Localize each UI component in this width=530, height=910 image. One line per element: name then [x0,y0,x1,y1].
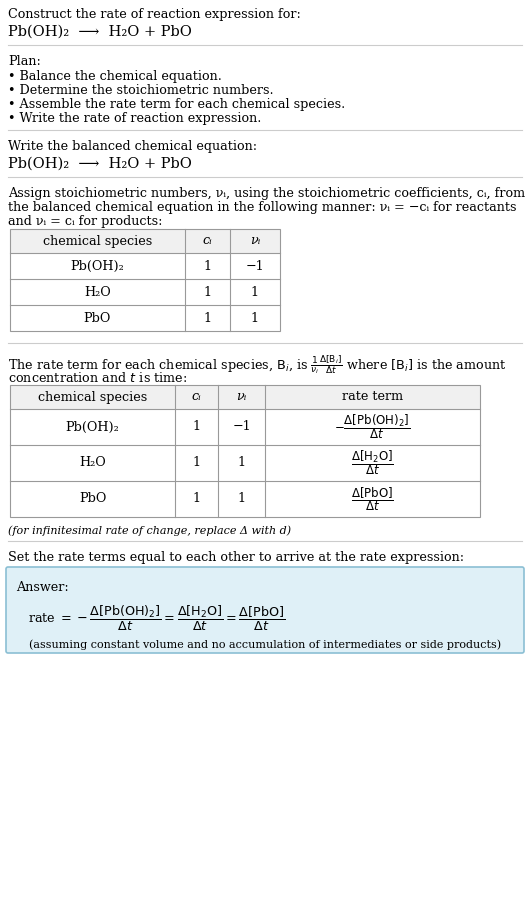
Text: 1: 1 [192,420,200,433]
Text: Pb(OH)₂: Pb(OH)₂ [70,259,125,272]
Text: −1: −1 [246,259,264,272]
Text: concentration and $t$ is time:: concentration and $t$ is time: [8,371,188,385]
Text: Plan:: Plan: [8,55,41,68]
Text: the balanced chemical equation in the following manner: νᵢ = −cᵢ for reactants: the balanced chemical equation in the fo… [8,201,517,214]
Text: νᵢ: νᵢ [236,390,246,403]
Text: Pb(OH)₂  ⟶  H₂O + PbO: Pb(OH)₂ ⟶ H₂O + PbO [8,157,192,171]
Text: Write the balanced chemical equation:: Write the balanced chemical equation: [8,140,257,153]
Text: 1: 1 [192,492,200,505]
Text: rate $= -\dfrac{\Delta[\mathrm{Pb(OH)_2}]}{\Delta t} = \dfrac{\Delta[\mathrm{H_2: rate $= -\dfrac{\Delta[\mathrm{Pb(OH)_2}… [28,604,285,633]
Text: 1: 1 [237,492,245,505]
Text: cᵢ: cᵢ [192,390,201,403]
Text: H₂O: H₂O [79,457,106,470]
Text: and νᵢ = cᵢ for products:: and νᵢ = cᵢ for products: [8,215,163,228]
Text: Construct the rate of reaction expression for:: Construct the rate of reaction expressio… [8,8,301,21]
Text: rate term: rate term [342,390,403,403]
Text: chemical species: chemical species [38,390,147,403]
Text: chemical species: chemical species [43,235,152,248]
Text: cᵢ: cᵢ [202,235,213,248]
Text: (for infinitesimal rate of change, replace Δ with d): (for infinitesimal rate of change, repla… [8,525,291,536]
Text: $\dfrac{\Delta[\mathrm{PbO}]}{\Delta t}$: $\dfrac{\Delta[\mathrm{PbO}]}{\Delta t}$ [351,485,394,513]
Text: PbO: PbO [84,311,111,325]
Bar [10,385,480,517]
Text: Answer:: Answer: [16,581,69,594]
Bar [10,229,280,331]
Bar [10,385,480,409]
Text: $-\dfrac{\Delta[\mathrm{Pb(OH)_2}]}{\Delta t}$: $-\dfrac{\Delta[\mathrm{Pb(OH)_2}]}{\Del… [334,412,411,441]
Text: −1: −1 [232,420,251,433]
Text: Pb(OH)₂  ⟶  H₂O + PbO: Pb(OH)₂ ⟶ H₂O + PbO [8,25,192,39]
Text: $\dfrac{\Delta[\mathrm{H_2O}]}{\Delta t}$: $\dfrac{\Delta[\mathrm{H_2O}]}{\Delta t}… [351,449,394,478]
Text: PbO: PbO [79,492,106,505]
Text: 1: 1 [204,311,211,325]
FancyBboxPatch shape [6,567,524,653]
Text: • Write the rate of reaction expression.: • Write the rate of reaction expression. [8,112,261,125]
Text: 1: 1 [251,311,259,325]
Text: 1: 1 [204,286,211,298]
Text: • Determine the stoichiometric numbers.: • Determine the stoichiometric numbers. [8,84,273,97]
Text: Pb(OH)₂: Pb(OH)₂ [66,420,119,433]
Text: (assuming constant volume and no accumulation of intermediates or side products): (assuming constant volume and no accumul… [29,639,501,650]
Text: Assign stoichiometric numbers, νᵢ, using the stoichiometric coefficients, cᵢ, fr: Assign stoichiometric numbers, νᵢ, using… [8,187,525,200]
Text: 1: 1 [251,286,259,298]
Text: • Assemble the rate term for each chemical species.: • Assemble the rate term for each chemic… [8,98,345,111]
Text: Set the rate terms equal to each other to arrive at the rate expression:: Set the rate terms equal to each other t… [8,551,464,564]
Text: H₂O: H₂O [84,286,111,298]
Text: 1: 1 [237,457,245,470]
Text: The rate term for each chemical species, $\mathrm{B}_i$, is $\frac{1}{\nu_i}\fra: The rate term for each chemical species,… [8,353,507,376]
Text: 1: 1 [204,259,211,272]
Text: • Balance the chemical equation.: • Balance the chemical equation. [8,70,222,83]
Bar [10,229,280,253]
Text: 1: 1 [192,457,200,470]
Text: νᵢ: νᵢ [250,235,260,248]
